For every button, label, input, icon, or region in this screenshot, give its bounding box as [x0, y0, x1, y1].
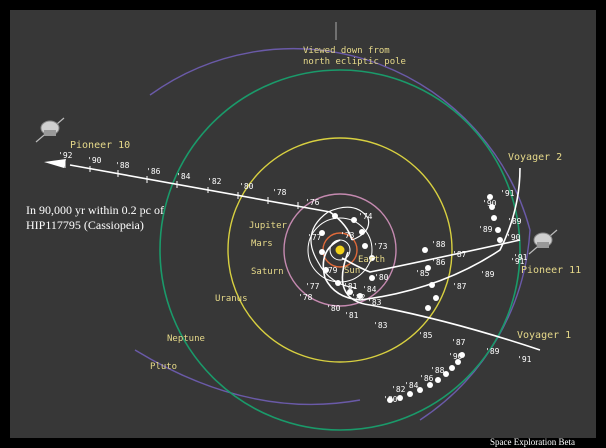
pioneer10-trajectory [69, 164, 353, 241]
spacecraft-label-voyager2: Voyager 2 [508, 152, 562, 163]
pioneer11-year-label: '91 [510, 257, 525, 266]
planet-label-saturn: Saturn [251, 267, 284, 277]
planet-label-sun: Sun [344, 266, 360, 276]
inner-spiral-trajectory [310, 206, 370, 289]
spacecraft-label-pioneer10: Pioneer 10 [70, 140, 130, 151]
voyager2-year-label: '91 [500, 189, 515, 198]
view-caption-line-2: north ecliptic pole [303, 57, 406, 67]
voyager2-year-label: '85 [415, 269, 430, 278]
voyager2-year-label: '90 [482, 199, 497, 208]
voyager1-year-label: '91 [517, 355, 532, 364]
inner-year-label: '77 [305, 282, 320, 291]
pioneer11-year-label: '89 [480, 270, 495, 279]
pluto-orbit-upper [149, 47, 531, 231]
pioneer10-year-label: '82 [207, 177, 222, 186]
planet-label-mars: Mars [251, 239, 273, 249]
inner-year-label: '81 [343, 282, 358, 291]
pioneer10-ticks [64, 161, 299, 209]
pioneer10-year-label: '92 [58, 151, 73, 160]
spacecraft-label-pioneer11: Pioneer 11 [521, 265, 581, 276]
inner-year-label: '73 [340, 231, 355, 240]
voyager2-year-label: '90 [506, 233, 521, 242]
footer-credit: Space Exploration Beta [490, 437, 575, 447]
pioneer10-year-label: '84 [176, 172, 191, 181]
voyager1-trajectory [341, 251, 541, 351]
pioneer10-year-label: '74 [358, 212, 373, 221]
planet-label-uranus: Uranus [215, 294, 248, 304]
planet-label-earth: Earth [358, 255, 385, 265]
voyager2-year-label: '89 [507, 217, 522, 226]
voyager1-year-label: '90 [448, 352, 463, 361]
voyager2-year-label: '87 [452, 250, 467, 259]
saturn-orbit [283, 193, 397, 307]
inner-year-label: '73 [373, 242, 388, 251]
pioneer10-year-label: '76 [305, 198, 320, 207]
pioneer10-year-label: '88 [115, 161, 130, 170]
trajectory-position-dots [319, 194, 503, 403]
inner-year-label: '80 [326, 304, 341, 313]
pioneer10-year-label: '90 [87, 156, 102, 165]
inner-year-label: '84 [362, 285, 377, 294]
pioneer11-trajectory [341, 239, 521, 273]
planet-label-pluto: Pluto [150, 362, 177, 372]
inner-year-label: '79 [323, 266, 338, 275]
inner-year-label: '82 [351, 293, 366, 302]
pioneer11-year-label: '87 [452, 282, 467, 291]
pioneer10-year-label: '86 [146, 167, 161, 176]
inner-year-label: '80 [374, 273, 389, 282]
voyager1-year-label: '82 [391, 385, 406, 394]
pioneer10-probe-icon [35, 117, 65, 143]
voyager2-year-label: '86 [431, 258, 446, 267]
destination-note-line-2: HIP117795 (Cassiopeia) [26, 218, 144, 232]
voyager2-year-label: '91 [513, 253, 528, 262]
pioneer11-probe-icon [528, 229, 558, 255]
inner-year-label: '78 [298, 293, 313, 302]
sun-icon [335, 245, 345, 255]
diagram-frame [10, 10, 596, 438]
inner-year-label: '77 [307, 233, 322, 242]
voyager1-year-label: '80 [383, 395, 398, 404]
uranus-orbit [227, 137, 453, 363]
pioneer10-year-label: '78 [272, 188, 287, 197]
neptune-orbit [159, 69, 521, 431]
inner-year-label: '81 [344, 311, 359, 320]
voyager2-year-label: '89 [478, 225, 493, 234]
destination-note-line-1: In 90,000 yr within 0.2 pc of [26, 203, 164, 217]
voyager1-year-label: '85 [418, 331, 433, 340]
destination-note: In 90,000 yr within 0.2 pc of HIP117795 … [26, 203, 226, 233]
pluto-orbit-lower [134, 349, 361, 406]
pioneer10-year-label: '80 [239, 182, 254, 191]
voyager2-year-label: '88 [431, 240, 446, 249]
voyager1-year-label: '86 [419, 374, 434, 383]
pioneer10-arrow [44, 159, 66, 168]
planet-label-jupiter: Jupiter [249, 221, 288, 231]
voyager1-year-label: '84 [404, 381, 419, 390]
voyager1-year-label: '87 [451, 338, 466, 347]
voyager1-year-label: '89 [485, 347, 500, 356]
view-caption-line-1: Viewed down from [303, 46, 390, 56]
planet-label-neptune: Neptune [167, 334, 205, 344]
spacecraft-label-voyager1: Voyager 1 [517, 330, 571, 341]
inner-year-label: '83 [367, 298, 382, 307]
voyager1-year-label: '83 [373, 321, 388, 330]
voyager1-year-label: '88 [430, 366, 445, 375]
